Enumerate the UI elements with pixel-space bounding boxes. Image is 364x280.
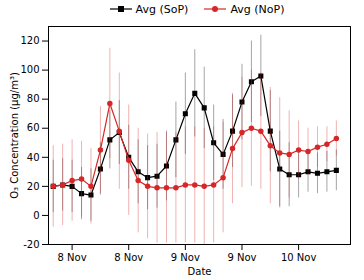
svg-text:-20: -20	[23, 239, 39, 250]
svg-text:8 Nov: 8 Nov	[114, 252, 143, 263]
svg-text:100: 100	[20, 64, 39, 75]
svg-text:O₃ Concentration (μg/m³): O₃ Concentration (μg/m³)	[9, 72, 20, 199]
svg-text:20: 20	[27, 181, 40, 192]
svg-text:9 Nov: 9 Nov	[227, 252, 256, 263]
svg-text:40: 40	[27, 152, 40, 163]
html-text:Avg (NoP): Avg (NoP)	[230, 2, 285, 16]
svg-text:Date: Date	[188, 266, 212, 277]
svg-text:0: 0	[33, 210, 39, 221]
svg-text:9 Nov: 9 Nov	[171, 252, 200, 263]
html-text:Avg (SoP): Avg (SoP)	[135, 2, 189, 16]
svg-text:120: 120	[20, 35, 39, 46]
svg-text:10 Nov: 10 Nov	[281, 252, 317, 263]
svg-text:8 Nov: 8 Nov	[58, 252, 87, 263]
svg-text:80: 80	[27, 93, 40, 104]
svg-text:60: 60	[27, 122, 40, 133]
